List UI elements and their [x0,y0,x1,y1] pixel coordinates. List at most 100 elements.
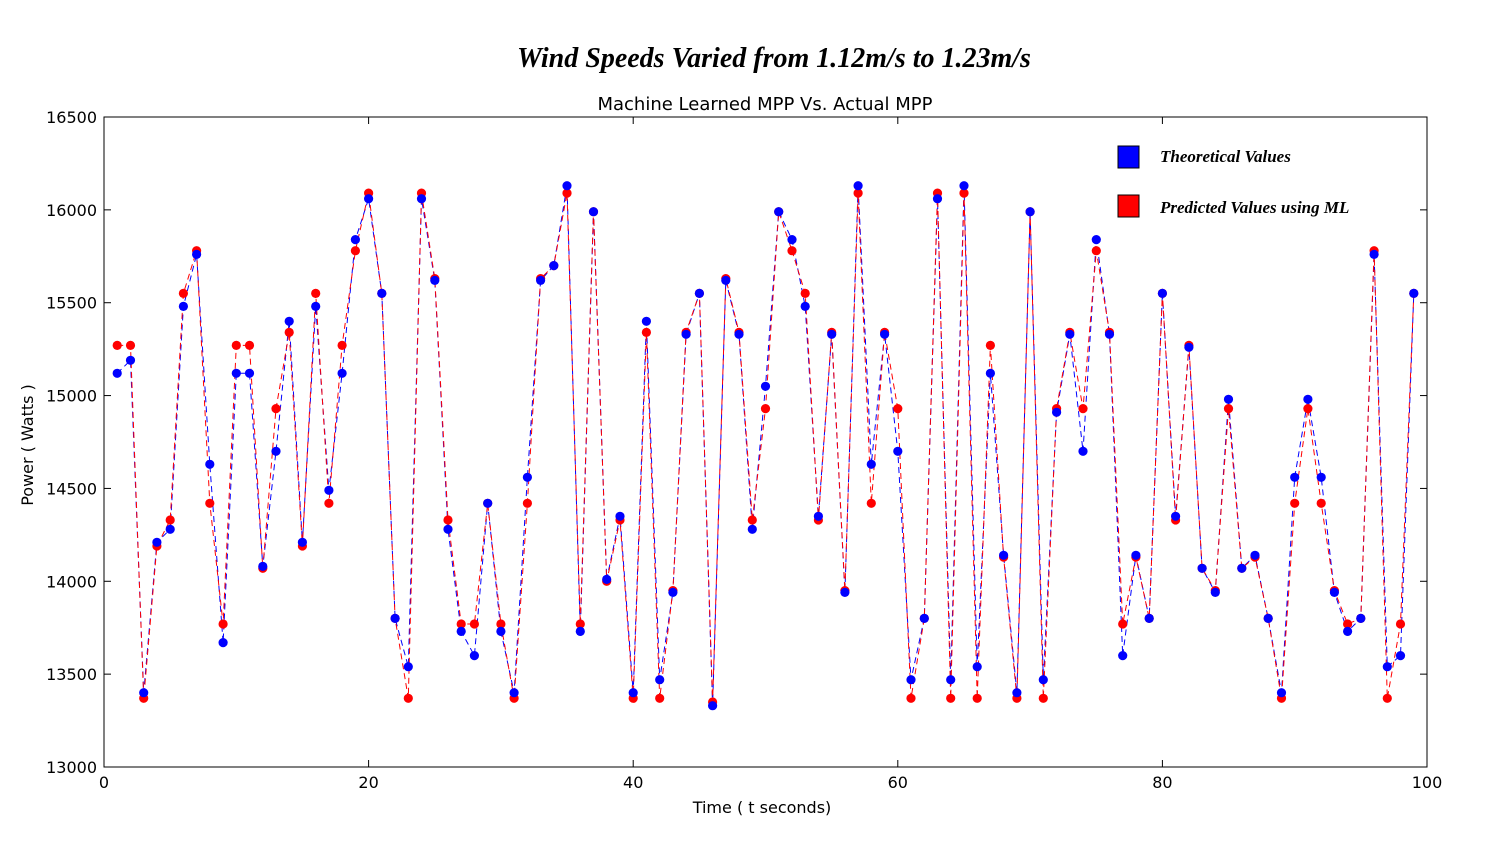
data-point-theoretical [1197,563,1207,573]
y-tick-label: 13500 [46,665,97,684]
x-tick-label: 80 [1152,773,1172,792]
data-point-theoretical [390,613,400,624]
data-point-predicted [1343,619,1353,629]
axes-title: Machine Learned MPP Vs. Actual MPP [597,94,932,115]
data-point-theoretical [946,675,956,685]
data-point-theoretical [112,368,122,378]
data-point-theoretical [125,355,136,365]
data-point-theoretical [1329,587,1339,598]
data-point-theoretical [244,368,255,378]
data-point-predicted [231,340,241,350]
data-point-theoretical [1065,329,1075,339]
data-point-predicted [866,498,876,508]
data-point-predicted [337,340,347,350]
data-point-theoretical [853,181,863,191]
y-tick-label: 13000 [46,758,97,777]
data-point-predicted [469,619,479,629]
data-point-theoretical [681,329,691,339]
data-point-theoretical [258,561,268,572]
data-point-predicted [1290,498,1300,508]
data-point-theoretical [1409,288,1419,298]
data-point-theoretical [1237,563,1247,573]
data-point-theoretical [575,626,585,637]
data-point-theoretical [827,329,837,339]
series-line-0 [116,185,1415,706]
data-point-theoretical [774,207,784,217]
data-point-predicted [800,288,810,298]
data-point-theoretical [1025,207,1035,217]
data-point-predicted [125,340,136,350]
y-tick-label: 14000 [46,572,97,591]
data-point-theoretical [456,626,466,637]
data-point-predicted [946,693,956,703]
data-point-theoretical [932,194,943,204]
data-point-theoretical [297,537,307,547]
data-point-theoretical [1290,472,1300,482]
data-point-theoretical [694,288,705,298]
data-point-theoretical [218,638,228,648]
data-point-predicted [1303,404,1313,414]
data-point-theoretical [469,651,479,661]
x-tick-label: 40 [623,773,643,792]
data-point-theoretical [1263,613,1273,624]
axes-frame [103,116,1428,768]
data-point-theoretical [364,194,374,204]
data-point-theoretical [562,181,572,191]
data-point-theoretical [403,662,413,672]
legend: Theoretical Values Predicted Values usin… [1117,145,1349,218]
data-point-theoretical [1038,675,1048,685]
data-point-theoretical [866,459,876,469]
data-point-theoretical [311,301,321,311]
data-point-predicted [959,188,969,198]
data-point-theoretical [139,688,149,698]
data-point-theoretical [1382,662,1392,672]
data-point-predicted [350,246,360,256]
data-point-theoretical [1091,235,1101,245]
data-point-theoretical [906,675,916,685]
y-tick-label: 15500 [46,294,97,313]
x-tick-label: 20 [358,773,378,792]
figure-suptitle: Wind Speeds Varied from 1.12m/s to 1.23m… [517,43,1031,74]
data-point-predicted [165,515,175,525]
data-point-theoretical [708,701,718,711]
data-point-theoretical [1171,511,1181,521]
data-point-theoretical [1104,329,1115,339]
data-point-theoretical [985,368,996,378]
data-point-theoretical [1157,288,1167,298]
data-point-theoretical [668,587,678,598]
data-point-theoretical [152,537,162,547]
x-axis-label: Time ( t seconds) [692,798,832,817]
data-point-theoretical [205,459,215,469]
data-point-theoretical [959,181,969,191]
data-point-predicted [1316,498,1326,508]
data-point-predicted [1223,404,1234,414]
data-point-theoretical [509,688,519,698]
data-point-theoretical [1369,249,1379,259]
data-point-predicted [218,619,228,629]
data-point-theoretical [1078,446,1088,456]
data-point-predicted [205,498,215,508]
data-point-theoretical [1343,626,1353,637]
data-point-theoretical [1395,651,1406,661]
plot-area [112,181,1419,711]
data-point-theoretical [602,574,612,585]
data-point-theoretical [430,275,440,285]
legend-label-predicted: Predicted Values using ML [1159,198,1349,217]
data-point-predicted [244,340,255,350]
data-point-predicted [972,693,982,703]
data-point-theoretical [443,524,453,534]
data-point-theoretical [165,524,175,534]
data-point-predicted [641,327,652,337]
data-point-theoretical [496,626,506,637]
data-point-theoretical [1356,613,1366,624]
data-point-predicted [1395,619,1406,629]
data-point-theoretical [1012,688,1022,698]
y-axis-label: Power ( Watts ) [18,384,37,506]
data-point-predicted [443,515,453,525]
data-point-theoretical [880,329,890,339]
data-point-theoretical [377,288,387,298]
data-point-predicted [893,404,903,414]
data-point-theoretical [919,613,929,624]
data-point-predicted [1078,404,1088,414]
data-point-theoretical [840,587,850,598]
